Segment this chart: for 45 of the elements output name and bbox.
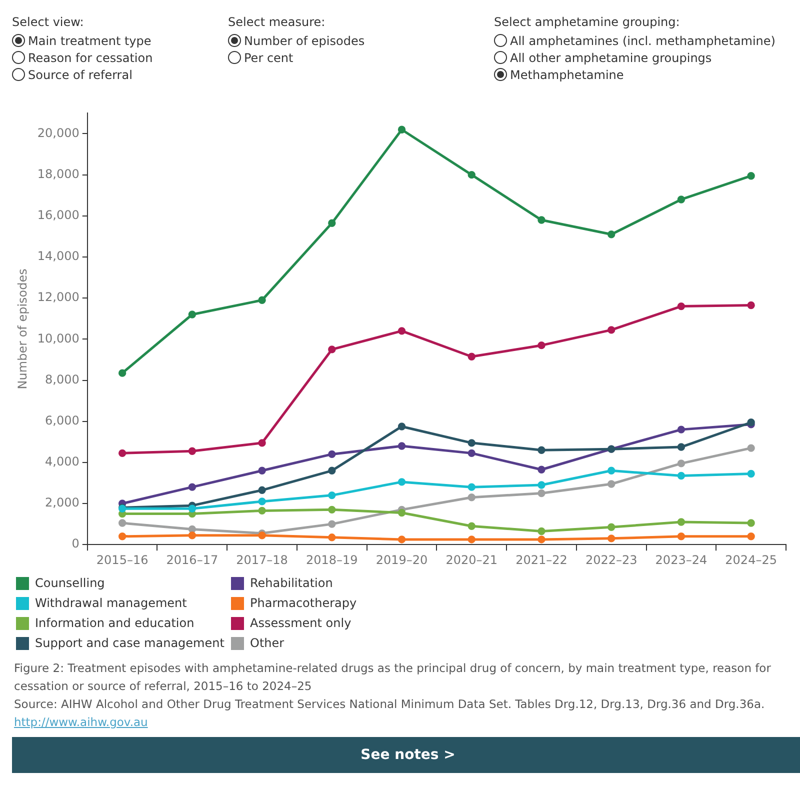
- source-note: Source of referral: [28, 68, 132, 82]
- x-tick-label: 2021–22: [516, 552, 568, 567]
- legend-label: Information and education: [35, 616, 194, 630]
- y-tick-label: 14,000: [37, 249, 80, 264]
- text: Reason for cessation: [28, 50, 153, 64]
- legend-label: Counselling: [35, 576, 105, 590]
- notes-button: See notes >: [12, 737, 800, 773]
- legend-label: Withdrawal management: [35, 596, 187, 610]
- legend-label: Rehabilitation: [250, 576, 333, 590]
- y-tick-label: 6,000: [45, 413, 80, 428]
- y-tick-label: 12,000: [37, 290, 80, 304]
- y-tick-label: 0: [72, 536, 80, 551]
- x-tick-label: 2023–24: [655, 552, 708, 567]
- y-axis-title: Number of episodes: [15, 268, 30, 390]
- x-tick-label: 2020–21: [446, 552, 498, 567]
- text: All other amphetamine groupings: [510, 50, 712, 64]
- legend-label: Support and case management: [35, 636, 224, 650]
- text: Methamphetamine: [510, 68, 624, 82]
- y-tick-label: 20,000: [37, 126, 80, 140]
- legend-label: Assessment only: [250, 616, 352, 630]
- y-tick-label: 8,000: [45, 372, 80, 386]
- y-tick-label: 4,000: [45, 454, 80, 469]
- y-tick-label: 16,000: [37, 208, 80, 222]
- y-tick-label: 18,000: [37, 166, 80, 181]
- x-tick-label: 2018–19: [306, 552, 358, 567]
- text: Select measure:: [228, 15, 326, 31]
- legend-label: Pharmacotherapy: [250, 596, 357, 610]
- text: Select view:: [12, 15, 85, 31]
- text: Main treatment type: [28, 34, 152, 48]
- text: All amphetamines (incl. methamphetamine): [510, 34, 776, 48]
- x-tick-label: 2017–18: [236, 552, 288, 567]
- text: Select amphetamine grouping:: [494, 15, 681, 31]
- text: http://www.aihw.gov.au: [14, 714, 149, 731]
- x-tick-label: 2016–17: [166, 552, 218, 567]
- text: Number of episodes: [244, 34, 365, 48]
- x-tick-label: 2024–25: [725, 552, 777, 567]
- y-tick-label: 10,000: [37, 331, 80, 346]
- y-tick-label: 2,000: [45, 496, 80, 510]
- legend-label: Other: [250, 636, 284, 650]
- source-note: Source: AIHW Alcohol and Other Drug Treatment Services National Minimum Data Set. Tables Drg.12, Drg.13, Drg.36 and Drg.36a.: [14, 696, 766, 713]
- x-tick-label: 2022–23: [585, 552, 638, 567]
- x-tick-label: 2019–20: [376, 552, 428, 567]
- caption: Figure 2: Treatment episodes with amphetamine-related drugs as the principal drug of concern, by main treatment type, reason for cessation or source of referral, 2015–16 to 2024–25: [14, 660, 772, 695]
- text: Per cent: [244, 50, 294, 64]
- x-tick-label: 2015–16: [96, 552, 148, 567]
